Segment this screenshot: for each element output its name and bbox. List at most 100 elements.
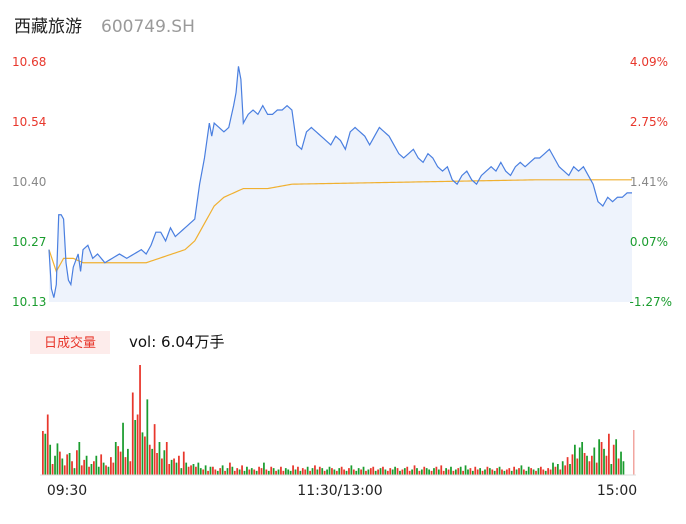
- volume-bar: [435, 466, 438, 475]
- volume-bar: [156, 453, 158, 475]
- volume-bar: [496, 468, 498, 476]
- volume-bar: [59, 451, 61, 476]
- volume-bar: [68, 453, 71, 475]
- volume-bar: [595, 462, 598, 476]
- volume-bar: [224, 470, 226, 476]
- volume-bar: [289, 470, 292, 476]
- volume-bar: [250, 468, 253, 476]
- volume-bar: [270, 466, 273, 475]
- volume-bar: [598, 439, 601, 475]
- volume-bar: [260, 468, 263, 476]
- volume-bar: [148, 444, 151, 475]
- volume-bar: [241, 465, 243, 476]
- volume-bar: [423, 466, 426, 475]
- volume-bar: [71, 461, 73, 475]
- volume-bar: [588, 461, 591, 475]
- left-tick-2: 10.54: [12, 115, 46, 129]
- volume-bar: [119, 451, 122, 476]
- volume-bar: [163, 450, 166, 475]
- volume-bar: [573, 444, 576, 475]
- volume-bar: [243, 470, 246, 476]
- volume-bar: [185, 462, 188, 476]
- volume-bar: [316, 469, 319, 475]
- volume-bar: [464, 465, 467, 476]
- volume-bar: [85, 455, 88, 475]
- x-tick-midday: 11:30/13:00: [297, 483, 382, 499]
- volume-bar: [569, 464, 571, 475]
- volume-bar: [51, 464, 54, 475]
- volume-bar: [488, 468, 491, 476]
- volume-bar: [129, 461, 132, 475]
- volume-bar: [493, 470, 496, 476]
- price-area: [49, 66, 632, 302]
- volume-bar: [309, 470, 311, 476]
- volume-bar: [333, 469, 336, 475]
- volume-bar: [535, 470, 537, 476]
- volume-bar: [600, 442, 603, 475]
- volume-bar: [530, 468, 533, 476]
- volume-bar: [593, 447, 596, 475]
- volume-bar: [136, 414, 139, 475]
- volume-bar: [357, 468, 360, 476]
- volume-bar: [416, 468, 418, 476]
- volume-bar: [97, 466, 100, 475]
- volume-bar: [539, 466, 542, 475]
- volume-bar: [583, 453, 586, 475]
- volume-bar: [479, 468, 481, 476]
- volume-bar: [321, 468, 324, 476]
- volume-bar: [124, 457, 127, 476]
- volume-bar: [253, 469, 256, 475]
- price-line: [48, 66, 632, 298]
- volume-bar: [105, 465, 107, 476]
- volume-bar: [418, 470, 421, 476]
- volume-bar: [603, 448, 605, 476]
- volume-bar: [605, 455, 608, 475]
- volume-bar: [267, 470, 270, 476]
- volume-bar: [620, 451, 622, 476]
- volume-bar: [168, 464, 171, 475]
- right-tick-1: 4.09%: [630, 55, 668, 69]
- avg-price-line: [48, 179, 632, 273]
- volume-bar: [345, 470, 348, 476]
- volume-bar: [131, 392, 134, 475]
- volume-bar: [83, 459, 86, 476]
- volume-bar: [102, 462, 105, 476]
- volume-bar: [202, 469, 205, 475]
- volume-bar: [622, 461, 625, 475]
- volume-bar: [238, 469, 241, 475]
- volume-bar: [566, 457, 569, 476]
- volume-bar: [447, 469, 450, 475]
- volume-bar: [180, 468, 183, 476]
- volume-bar: [542, 469, 545, 475]
- price-area-fill: [49, 66, 632, 302]
- volume-bar: [513, 466, 516, 475]
- volume-bar: [112, 462, 115, 476]
- volume-bar: [486, 466, 489, 475]
- volume-bar: [571, 454, 574, 476]
- volume-bar: [394, 466, 396, 475]
- volume-badge: [30, 331, 110, 354]
- volume-bar: [195, 466, 197, 475]
- volume-bar: [192, 464, 195, 475]
- volume-bar: [401, 469, 404, 475]
- volume-bar: [139, 365, 141, 475]
- volume-bar: [63, 465, 66, 476]
- x-tick-close: 15:00: [597, 483, 637, 499]
- volume-bar: [355, 470, 358, 476]
- volume-bar: [214, 469, 217, 475]
- volume-bar: [165, 442, 168, 475]
- volume-bar: [272, 468, 275, 476]
- volume-bar: [248, 469, 251, 475]
- volume-bar: [46, 414, 49, 475]
- volume-bar: [158, 442, 161, 475]
- volume-bar: [301, 468, 304, 476]
- volume-bar: [452, 470, 455, 476]
- volume-bar: [457, 468, 460, 476]
- volume-bar: [318, 466, 321, 475]
- volume-bar: [520, 465, 523, 476]
- volume-bars: [42, 365, 635, 476]
- stock-code: 600749.SH: [101, 17, 195, 37]
- volume-bar: [471, 470, 474, 476]
- volume-bar: [433, 468, 435, 476]
